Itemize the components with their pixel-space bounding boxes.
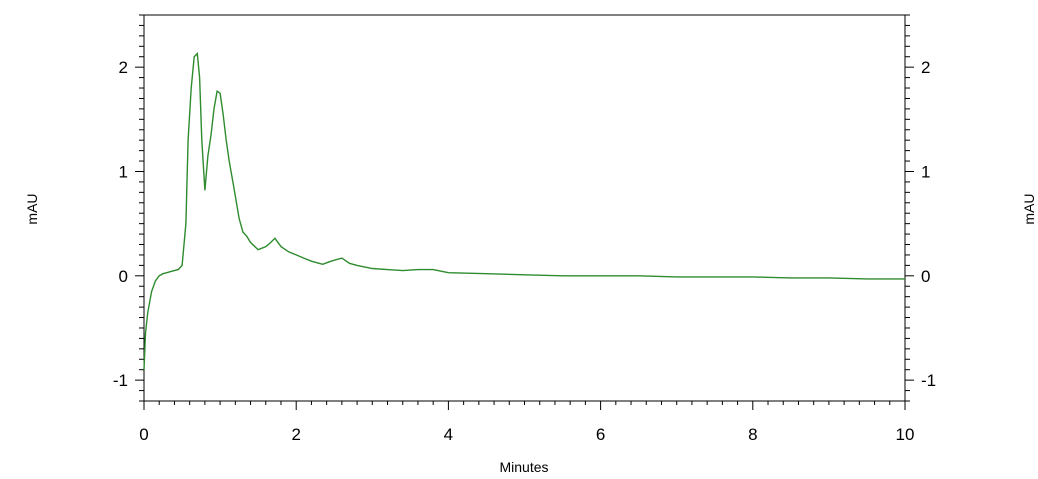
left-y-axis-title: mAU [24,193,40,224]
right-y-ticks: -1 0 1 2 [905,14,936,402]
series-line [143,52,905,370]
left-y-tick-label: 2 [119,58,128,77]
left-y-ticks: -1 0 1 2 [113,14,144,402]
x-axis-title: Minutes [499,459,548,475]
left-y-tick-label: -1 [113,371,128,390]
x-tick-label: 10 [896,425,915,444]
x-tick-label: 0 [139,425,148,444]
left-y-tick-label: 1 [119,162,128,181]
right-y-tick-label: 1 [921,162,930,181]
x-tick-label: 8 [748,425,757,444]
left-y-tick-label: 0 [119,267,128,286]
plot-frame [143,14,906,402]
x-tick-label: 4 [444,425,453,444]
x-tick-label: 6 [596,425,605,444]
x-ticks: 0 2 4 6 8 10 [139,401,914,444]
right-y-tick-label: 2 [921,58,930,77]
right-y-tick-label: 0 [921,267,930,286]
right-y-axis-title: mAU [1021,193,1037,224]
right-y-tick-label: -1 [921,371,936,390]
x-tick-label: 2 [291,425,300,444]
